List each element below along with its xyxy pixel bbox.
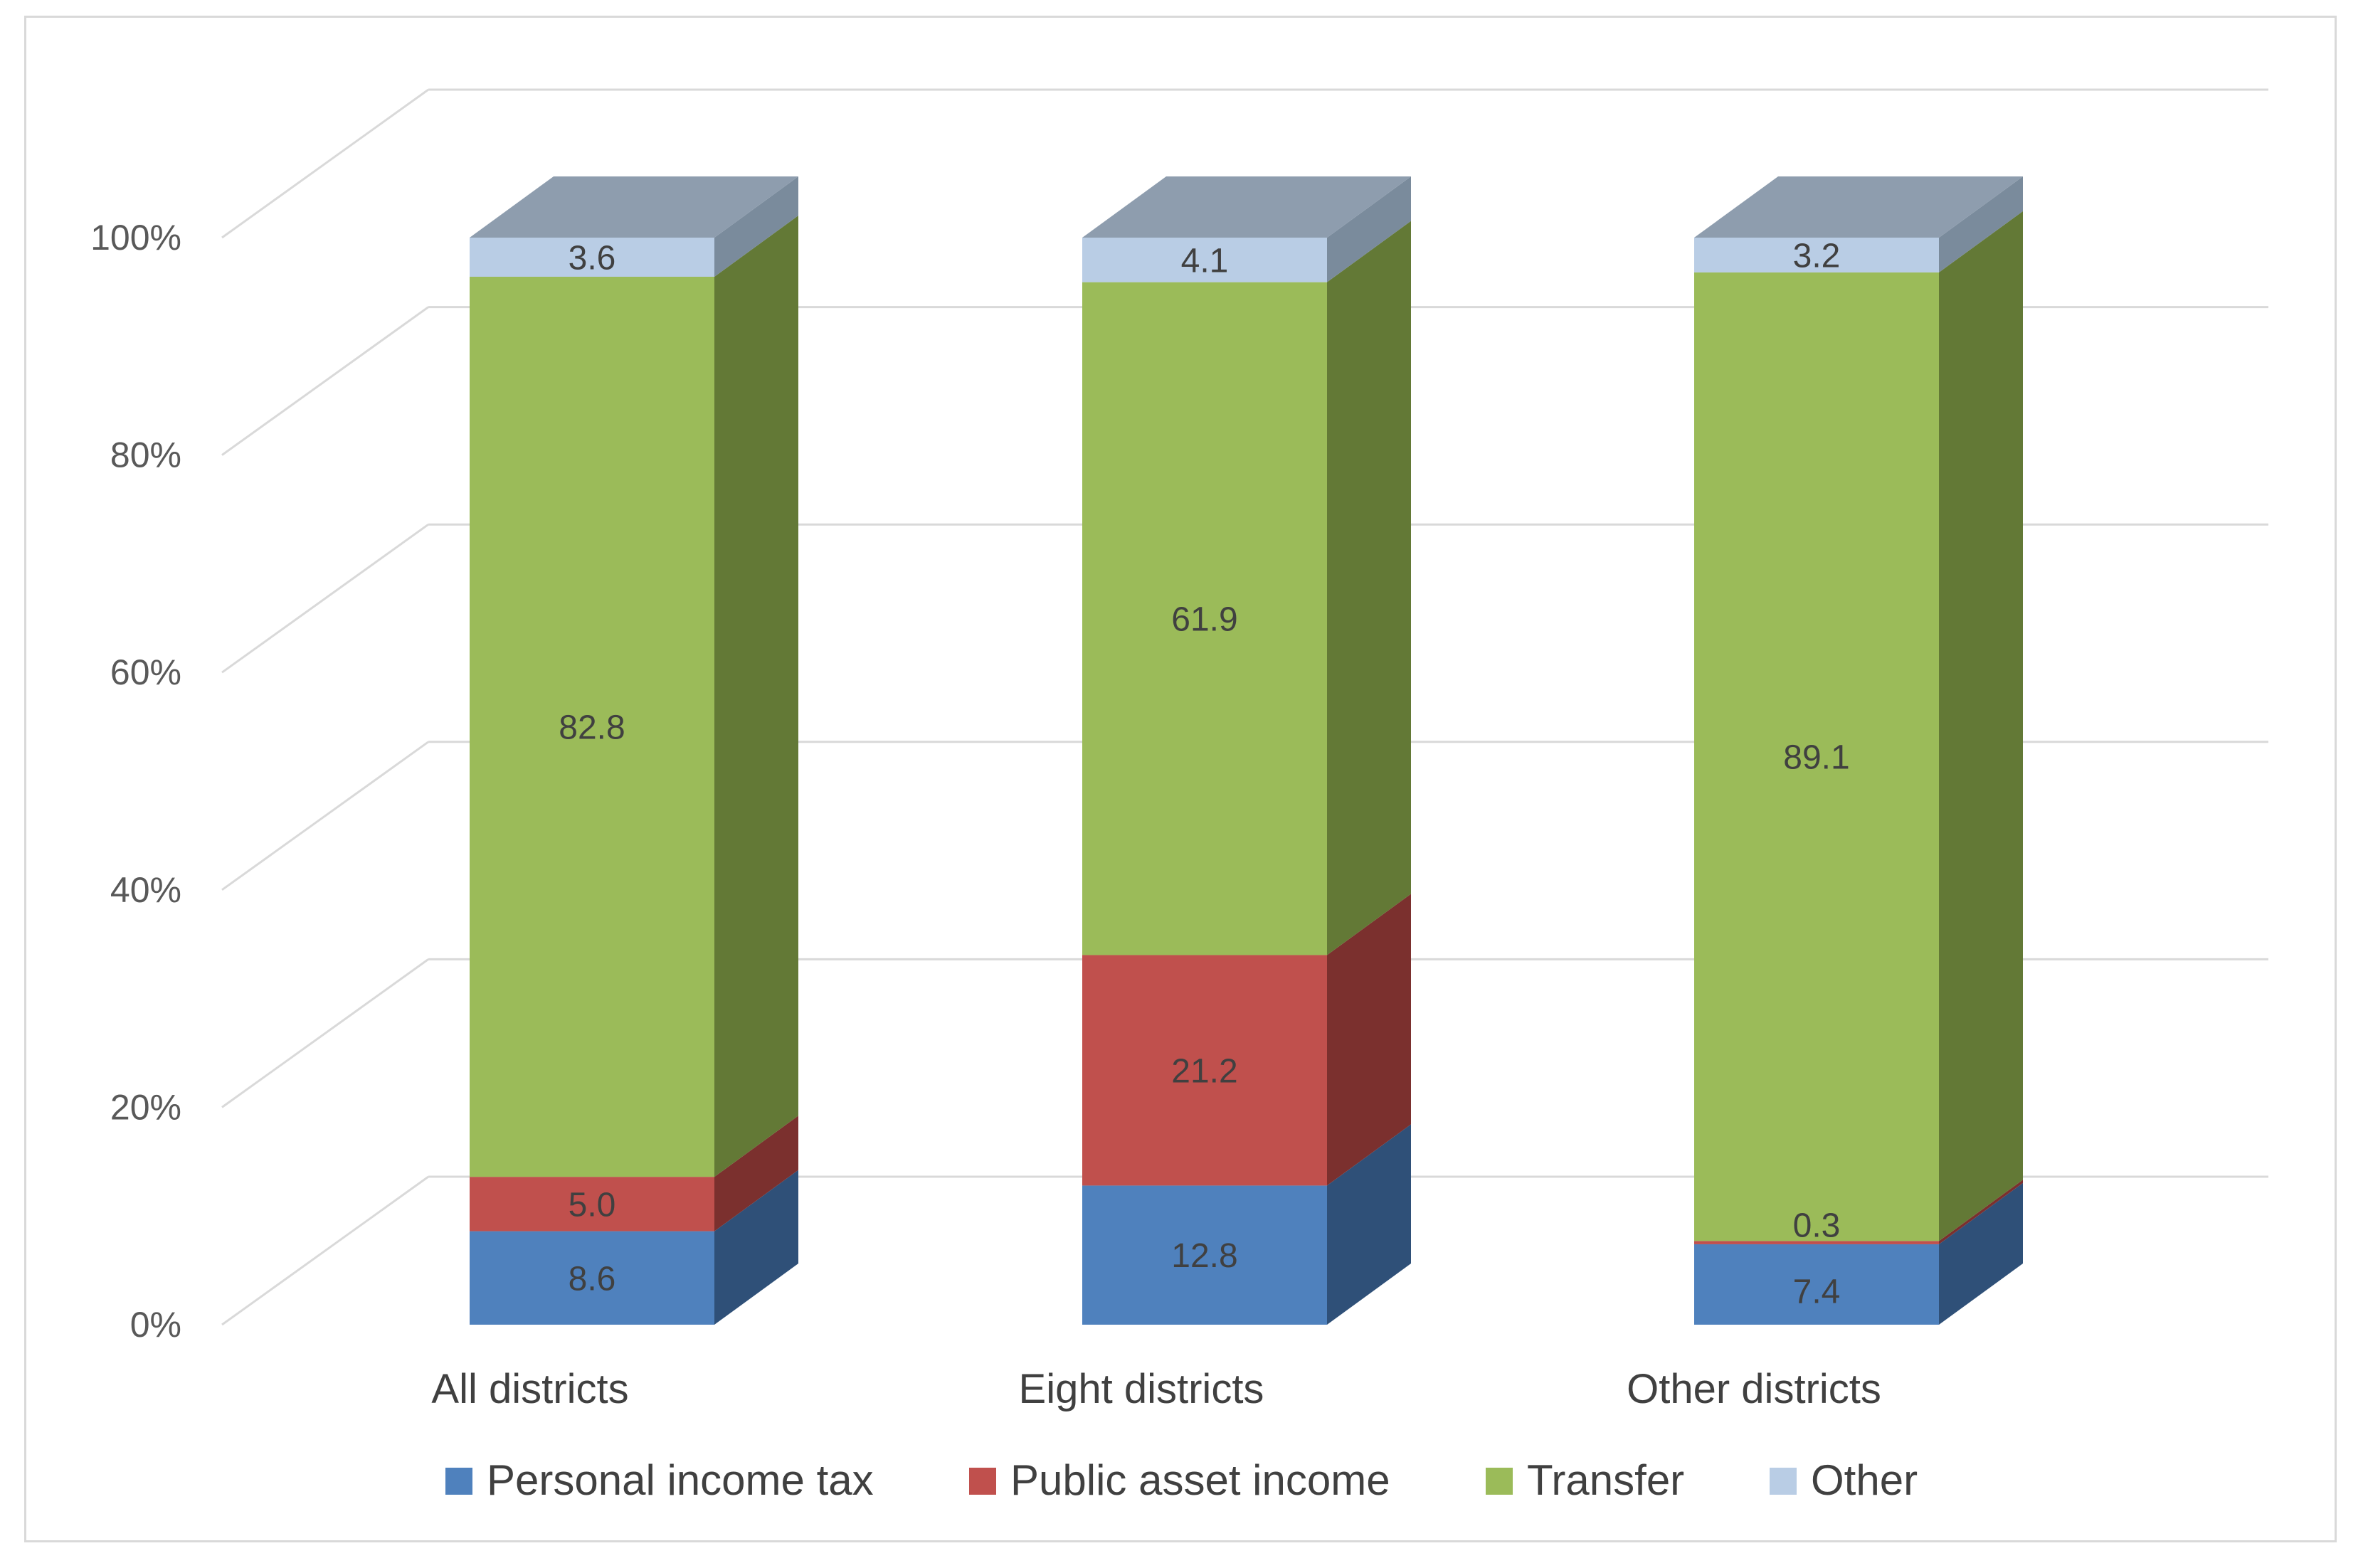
bar-side-personal-income-tax [1327, 1124, 1411, 1325]
y-tick-label: 100% [90, 218, 181, 258]
data-label: 0.3 [1793, 1207, 1841, 1244]
bar-side-public-asset-income [1939, 1180, 2023, 1244]
bar-segment-personal-income-tax [1694, 1244, 1939, 1325]
data-label: 7.4 [1793, 1273, 1841, 1310]
legend-swatch [445, 1468, 472, 1495]
y-tick-label: 40% [110, 870, 181, 910]
gridline-side [221, 523, 429, 674]
data-label: 4.1 [1181, 242, 1229, 280]
bar-side-public-asset-income [714, 1116, 798, 1231]
bar-side-transfer [714, 216, 798, 1177]
bar-other-districts: 7.4 0.3 89.1 3.2 [1694, 176, 2023, 1325]
bar-segment-personal-income-tax [1082, 1185, 1327, 1325]
bar-side-personal-income-tax [1939, 1182, 2023, 1325]
bar-side-transfer [1327, 221, 1411, 955]
bar-top-face [1082, 176, 1411, 238]
y-tick-label: 80% [110, 435, 181, 475]
data-label: 3.2 [1793, 237, 1841, 275]
bar-segment-other [1694, 238, 1939, 272]
bar-side-other [714, 176, 798, 277]
y-tick-label: 60% [110, 652, 181, 692]
gridline-side [221, 88, 429, 239]
legend-swatch [1770, 1468, 1797, 1495]
legend-label: Transfer [1527, 1456, 1684, 1504]
y-tick-label: 20% [110, 1087, 181, 1127]
bar-segment-other [470, 238, 714, 277]
category-label: All districts [431, 1366, 628, 1412]
bar-segment-public-asset-income [1694, 1241, 1939, 1244]
bar-segment-other [1082, 238, 1327, 282]
bar-segment-personal-income-tax [470, 1231, 714, 1325]
gridline-side [221, 306, 429, 456]
data-label: 61.9 [1171, 601, 1237, 639]
bar-all-districts: 8.6 5.0 82.8 3.6 [470, 176, 798, 1325]
data-label: 12.8 [1171, 1237, 1237, 1275]
bar-segment-transfer [470, 277, 714, 1177]
data-label: 21.2 [1171, 1052, 1237, 1090]
bar-segment-public-asset-income [470, 1177, 714, 1231]
legend-swatch [1486, 1468, 1513, 1495]
legend-label: Other [1811, 1456, 1918, 1504]
legend-item-other: Other [1770, 1456, 1918, 1504]
legend-label: Public asset income [1010, 1456, 1390, 1504]
legend-item-personal-income-tax: Personal income tax [445, 1456, 874, 1504]
bar-side-transfer [1939, 211, 2023, 1241]
bar-segment-transfer [1082, 282, 1327, 955]
bar-eight-districts: 12.8 21.2 61.9 4.1 [1082, 176, 1411, 1325]
data-label: 89.1 [1783, 739, 1849, 777]
category-label: Other districts [1627, 1366, 1881, 1412]
bar-side-other [1939, 176, 2023, 272]
data-label: 8.6 [569, 1260, 616, 1298]
data-label: 82.8 [559, 709, 625, 747]
gridline-side [221, 1175, 429, 1326]
y-tick-label: 0% [130, 1305, 181, 1345]
bar-segment-public-asset-income [1082, 955, 1327, 1186]
bar-top-face [1694, 176, 2023, 238]
data-label: 3.6 [569, 240, 616, 277]
data-label: 5.0 [569, 1186, 616, 1224]
category-label: Eight districts [1019, 1366, 1264, 1412]
bar-side-other [1327, 176, 1411, 282]
bar-top-face [470, 176, 798, 238]
bar-side-public-asset-income [1327, 894, 1411, 1186]
legend-swatch [969, 1468, 996, 1495]
legend: Personal income tax Public asset income Tr… [445, 1456, 1918, 1504]
gridline-side [221, 958, 429, 1108]
legend-item-transfer: Transfer [1486, 1456, 1684, 1504]
bar-side-personal-income-tax [714, 1170, 798, 1325]
bar-segment-transfer [1694, 272, 1939, 1241]
gridline-side [221, 741, 429, 891]
legend-item-public-asset-income: Public asset income [969, 1456, 1390, 1504]
legend-label: Personal income tax [487, 1456, 874, 1504]
